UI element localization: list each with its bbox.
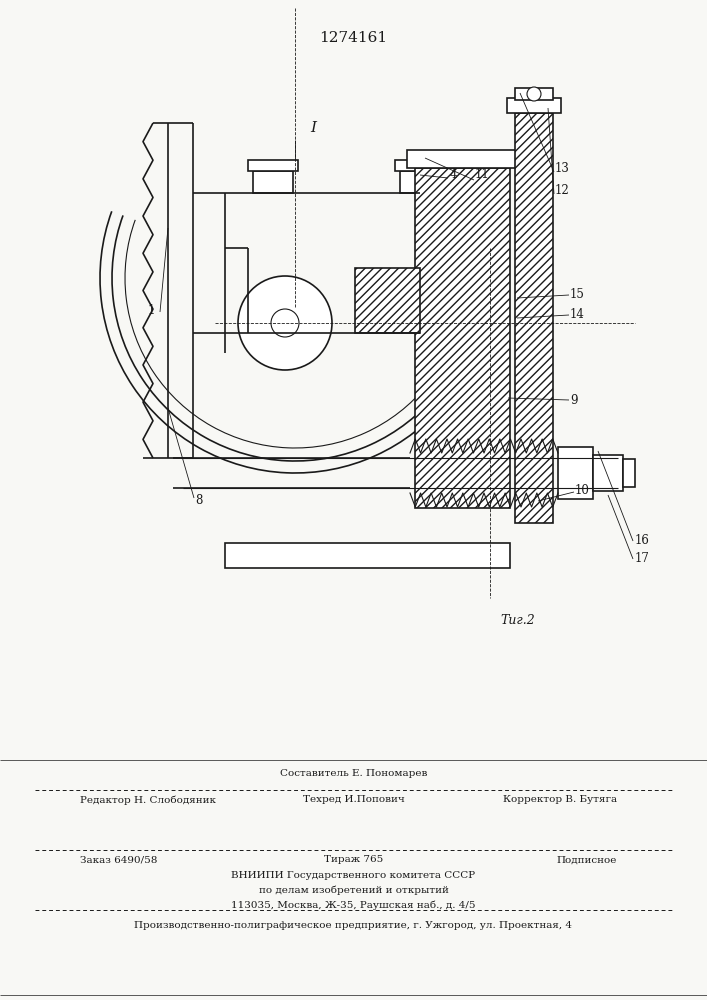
Text: Редактор Н. Слободяник: Редактор Н. Слободяник xyxy=(80,795,216,805)
Circle shape xyxy=(527,87,541,101)
Text: I: I xyxy=(310,121,316,135)
Bar xyxy=(407,150,518,168)
Text: 4: 4 xyxy=(450,168,457,182)
Bar xyxy=(515,113,553,523)
Text: 113035, Москва, Ж-35, Раушская наб., д. 4/5: 113035, Москва, Ж-35, Раушская наб., д. … xyxy=(231,900,476,910)
Bar xyxy=(355,268,420,333)
Text: 8: 8 xyxy=(195,493,202,506)
Text: по делам изобретений и открытий: по делам изобретений и открытий xyxy=(259,885,448,895)
Bar xyxy=(515,88,553,100)
Text: 15: 15 xyxy=(570,288,585,302)
Text: 14: 14 xyxy=(570,308,585,322)
Bar xyxy=(395,160,445,171)
Text: Тираж 765: Тираж 765 xyxy=(324,856,383,864)
Bar xyxy=(253,171,293,193)
Text: 12: 12 xyxy=(555,184,570,196)
Bar xyxy=(558,447,593,499)
Text: 17: 17 xyxy=(635,552,650,564)
Text: Техред И.Попович: Техред И.Попович xyxy=(303,796,404,804)
Text: 11: 11 xyxy=(475,168,490,182)
Bar xyxy=(248,160,298,171)
Bar xyxy=(400,171,440,193)
Text: 1: 1 xyxy=(148,304,155,316)
Text: 9: 9 xyxy=(570,393,578,406)
Bar xyxy=(623,459,635,487)
Bar xyxy=(593,455,623,491)
Text: 13: 13 xyxy=(555,161,570,174)
Text: Производственно-полиграфическое предприятие, г. Ужгород, ул. Проектная, 4: Производственно-полиграфическое предприя… xyxy=(134,920,573,930)
Bar xyxy=(415,168,510,508)
Text: Τиг.2: Τиг.2 xyxy=(500,613,534,626)
Text: Корректор В. Бутяга: Корректор В. Бутяга xyxy=(503,796,617,804)
Circle shape xyxy=(271,309,299,337)
Circle shape xyxy=(238,276,332,370)
Text: 16: 16 xyxy=(635,534,650,546)
Text: Составитель Е. Пономарев: Составитель Е. Пономарев xyxy=(280,768,427,778)
Text: ВНИИПИ Государственного комитета СССР: ВНИИПИ Государственного комитета СССР xyxy=(231,870,476,880)
Bar xyxy=(225,543,510,568)
Text: Заказ 6490/58: Заказ 6490/58 xyxy=(80,856,158,864)
Bar xyxy=(507,98,561,113)
Text: Подписное: Подписное xyxy=(556,856,617,864)
Text: 1274161: 1274161 xyxy=(320,31,387,45)
Text: 10: 10 xyxy=(575,484,590,496)
